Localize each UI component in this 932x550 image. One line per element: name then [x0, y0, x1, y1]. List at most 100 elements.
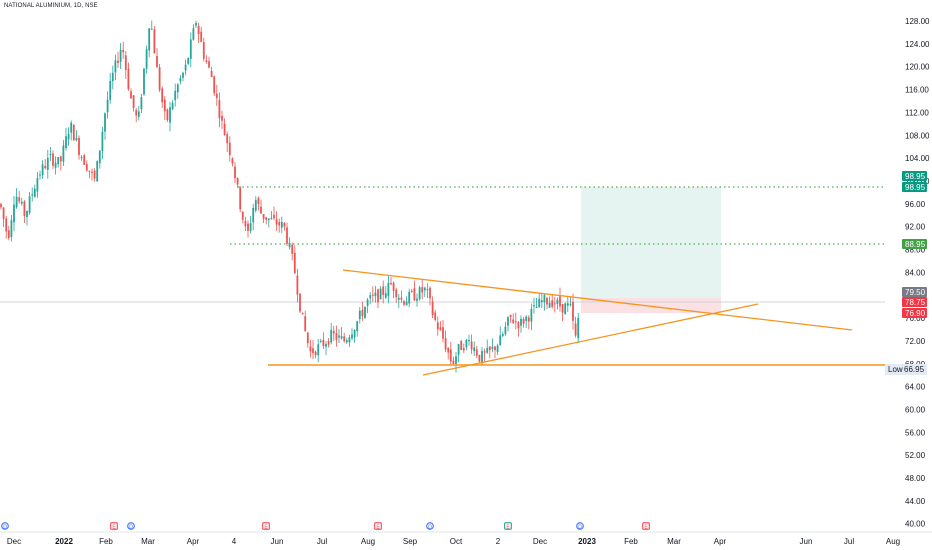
candle [119, 43, 122, 70]
candle [169, 101, 171, 132]
price-axis-label: 92.00 [905, 223, 926, 232]
candle [244, 216, 247, 231]
candle [559, 287, 561, 312]
candle [223, 118, 226, 136]
price-axis[interactable]: 128.00 124.00 120.00 116.00 112.00 108.00 104.… [905, 17, 930, 529]
candle [273, 206, 275, 221]
candle [478, 354, 481, 364]
candle [278, 218, 281, 233]
candle [504, 321, 507, 336]
svg-text:E: E [506, 524, 510, 530]
candle [91, 168, 93, 181]
candle [548, 296, 551, 308]
candle [338, 329, 340, 343]
candle [15, 187, 18, 209]
price-axis-label: 96.00 [905, 200, 926, 209]
price-axis-label: 60.00 [905, 405, 926, 414]
candle [361, 301, 364, 321]
candle [249, 216, 252, 234]
candle [569, 297, 572, 307]
svg-text:D: D [129, 524, 133, 530]
price-axis-label: 104.00 [905, 154, 930, 163]
time-axis[interactable]: Dec 2022 Feb Mar Apr 4 Jun Jul Aug Sep Oct 2 Dec 2023… [7, 537, 900, 546]
candle [314, 350, 317, 359]
price-axis-label: 88.00 [905, 246, 926, 255]
candle [306, 331, 309, 348]
candle [390, 276, 392, 286]
candle [161, 86, 164, 108]
candle [234, 162, 236, 184]
candle [111, 65, 114, 90]
candle [439, 321, 442, 331]
candle [486, 339, 489, 354]
candle [540, 293, 543, 308]
candle [158, 63, 161, 93]
candle [218, 92, 221, 128]
price-axis-label: 72.00 [905, 337, 926, 346]
candle [421, 279, 424, 300]
candle [473, 341, 476, 357]
candle [462, 343, 465, 354]
time-axis-label: Oct [450, 537, 463, 546]
event-marker-icon[interactable]: D [1, 522, 9, 531]
candle [254, 196, 257, 213]
candle [140, 93, 143, 114]
candle [533, 297, 535, 314]
candle [293, 245, 296, 274]
candle [26, 210, 28, 226]
event-marker-icon[interactable]: E [110, 522, 118, 531]
candle [101, 126, 104, 160]
event-marker-icon[interactable]: E [374, 522, 382, 531]
candle [426, 283, 429, 299]
candle [447, 347, 450, 360]
low-label: Low 66.95 [885, 364, 927, 375]
candle [364, 306, 366, 319]
time-axis-label: Feb [99, 537, 113, 546]
candle [405, 296, 408, 306]
ascending-trendline[interactable] [422, 303, 759, 376]
candle [62, 140, 65, 166]
candle [288, 237, 291, 250]
candle [382, 280, 385, 304]
candle [512, 313, 515, 324]
event-marker-icon[interactable]: E [504, 522, 512, 531]
time-axis-label: Sep [403, 537, 418, 546]
candle [67, 127, 70, 146]
candle [179, 75, 182, 85]
candle [566, 296, 569, 313]
time-axis-label: Feb [624, 537, 638, 546]
candle [283, 222, 286, 231]
candle [65, 127, 67, 151]
candle [530, 303, 533, 331]
candle [0, 202, 2, 210]
candle [98, 150, 101, 169]
event-marker-icon[interactable]: D [426, 522, 434, 531]
candle [413, 280, 416, 301]
svg-text:E: E [112, 524, 116, 530]
candle [348, 334, 351, 347]
event-marker-icon[interactable]: D [576, 522, 584, 531]
event-marker-icon[interactable]: E [262, 522, 270, 531]
candle [299, 293, 301, 314]
candle [166, 108, 169, 123]
event-marker-icon[interactable]: E [642, 522, 650, 531]
svg-text:D: D [3, 524, 7, 530]
candle [491, 338, 494, 353]
candle [122, 41, 125, 59]
target-zone[interactable] [581, 187, 721, 298]
price-tag-target-lower: 98.95 [902, 182, 927, 192]
candle [377, 288, 379, 309]
candle [137, 105, 140, 121]
candle [442, 319, 444, 343]
price-axis-label: 48.00 [905, 474, 926, 483]
candle [208, 56, 210, 69]
candle [520, 315, 522, 333]
candle [325, 341, 327, 356]
candle [7, 225, 10, 241]
descending-trendline[interactable] [342, 269, 853, 331]
price-axis-label: 124.00 [905, 40, 930, 49]
event-marker-icon[interactable]: D [127, 522, 135, 531]
candle [41, 160, 44, 180]
